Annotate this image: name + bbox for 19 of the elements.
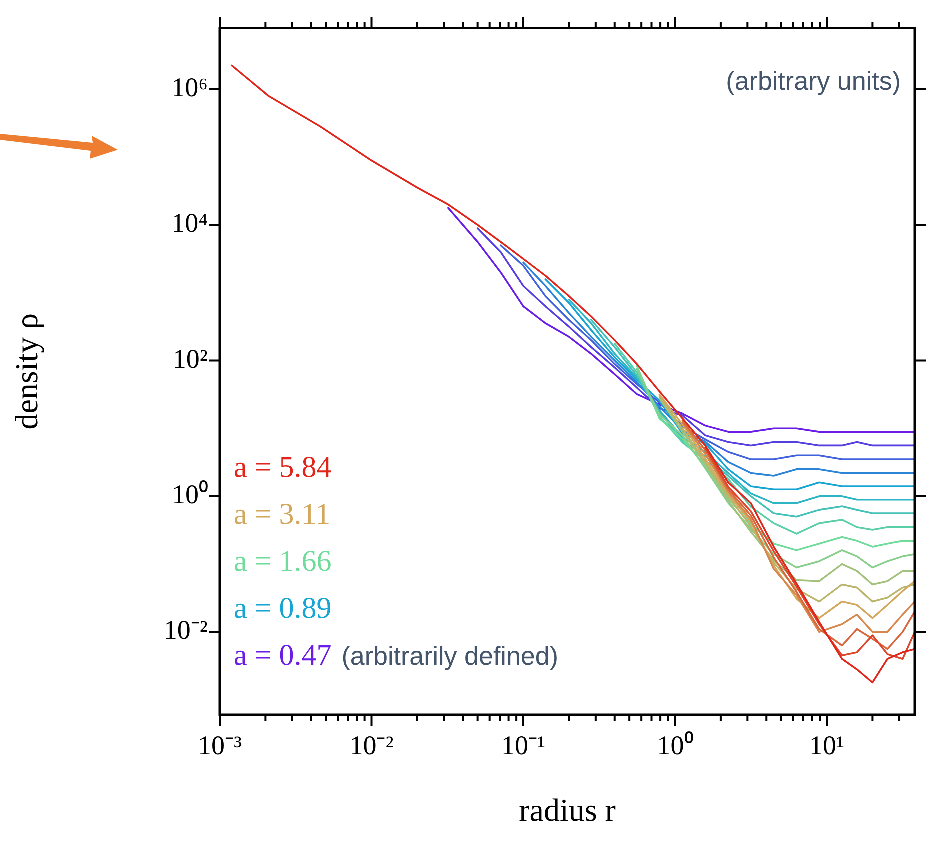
y-tick-label: 10⁴ — [172, 208, 208, 238]
y-tick-label: 10⁻² — [164, 615, 208, 646]
x-tick-label: 10⁰ — [657, 730, 694, 760]
annotation: (arbitrarily defined) — [342, 641, 558, 671]
y-tick-label: 10² — [172, 344, 208, 374]
y-tick-label: 10⁶ — [172, 72, 208, 103]
text: a = 1.66 — [234, 545, 332, 578]
y-tick-label: 10⁰ — [172, 480, 208, 510]
text: a = 0.47 — [234, 639, 332, 672]
annotation: (arbitrary units) — [726, 66, 901, 96]
text: a = 3.11 — [234, 498, 331, 531]
x-tick-label: 10⁻¹ — [501, 730, 546, 760]
text: a = 5.84 — [234, 451, 332, 484]
x-axis-title: radius r — [519, 792, 616, 828]
x-tick-label: 10¹ — [809, 730, 845, 760]
x-tick-label: 10⁻² — [350, 730, 394, 760]
x-tick-label: 10⁻³ — [198, 730, 242, 760]
text: a = 0.89 — [234, 592, 332, 625]
y-axis-title: density ρ — [8, 313, 45, 430]
